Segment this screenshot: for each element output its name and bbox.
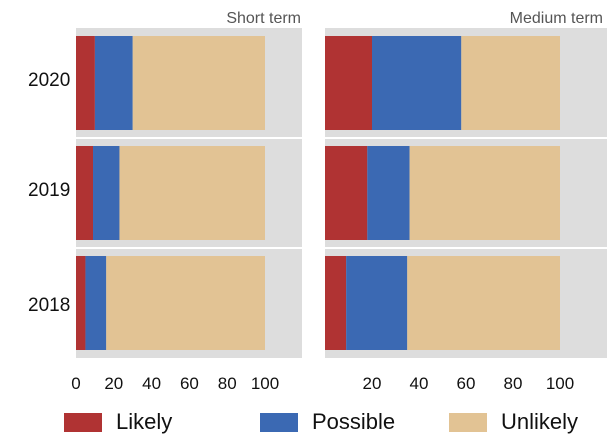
x-tick-0-100: 100	[251, 374, 279, 393]
legend-label-possible: Possible	[312, 409, 396, 434]
row-label-2020: 2020	[28, 70, 70, 91]
x-tick-1-100: 100	[546, 374, 574, 393]
legend-label-unlikely: Unlikely	[501, 409, 579, 434]
x-tick-1-60: 60	[457, 374, 476, 393]
bar-0-2020-unlikely	[132, 36, 265, 130]
bar-1-2020-unlikely	[461, 36, 560, 130]
bar-1-2020-likely	[325, 36, 372, 130]
legend-swatch-likely	[64, 412, 102, 432]
x-tick-0-60: 60	[180, 374, 199, 393]
bar-1-2018-unlikely	[407, 256, 560, 350]
legend-swatch-possible	[260, 412, 298, 432]
x-tick-1-80: 80	[504, 374, 523, 393]
x-tick-0-0: 0	[71, 374, 80, 393]
legend-item-likely: Likely	[64, 408, 172, 436]
row-label-2018: 2018	[28, 295, 70, 316]
bar-1-2019-possible	[367, 146, 410, 240]
x-tick-1-40: 40	[410, 374, 429, 393]
x-tick-1-20: 20	[363, 374, 382, 393]
bar-0-2019-unlikely	[119, 146, 265, 240]
bar-0-2018-unlikely	[106, 256, 266, 350]
bar-1-2019-unlikely	[409, 146, 560, 240]
bar-0-2020-possible	[94, 36, 133, 130]
x-tick-0-20: 20	[104, 374, 123, 393]
bar-1-2018-likely	[325, 256, 347, 350]
legend-item-unlikely: Unlikely	[449, 408, 578, 436]
legend-label-likely: Likely	[116, 409, 173, 434]
bar-0-2019-possible	[93, 146, 120, 240]
panel-title-medium-term: Medium term	[510, 10, 603, 27]
x-tick-0-40: 40	[142, 374, 161, 393]
legend-item-possible: Possible	[260, 408, 395, 436]
bar-1-2020-possible	[372, 36, 462, 130]
panel-title-short-term: Short term	[226, 10, 301, 27]
bar-0-2020-likely	[76, 36, 95, 130]
legend-swatch-unlikely	[449, 412, 487, 432]
row-label-2019: 2019	[28, 180, 70, 201]
bar-1-2019-likely	[325, 146, 368, 240]
bar-0-2019-likely	[76, 146, 94, 240]
bar-0-2018-likely	[76, 256, 86, 350]
bar-1-2018-possible	[346, 256, 408, 350]
chart-legend: Likely Possible Unlikely	[0, 404, 609, 440]
bar-0-2018-possible	[85, 256, 107, 350]
x-tick-0-80: 80	[218, 374, 237, 393]
